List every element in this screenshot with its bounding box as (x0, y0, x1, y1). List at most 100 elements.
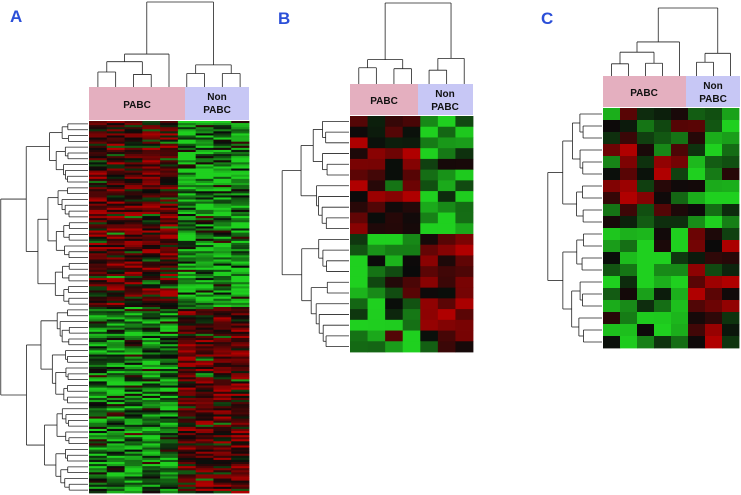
heatmap-cell (350, 298, 368, 310)
heatmap-cell (177, 211, 197, 215)
heatmap-cell (722, 144, 740, 157)
heatmap-cell (213, 317, 232, 320)
heatmap-cell (231, 193, 250, 196)
heatmap-cell (160, 156, 179, 159)
heatmap-cell (142, 296, 161, 300)
heatmap-cell (671, 276, 689, 289)
heatmap-cell (620, 312, 638, 325)
heatmap-cell (160, 480, 179, 484)
heatmap-cell (177, 325, 197, 329)
heatmap-cell (124, 350, 143, 353)
heatmap-cell (213, 152, 232, 155)
heatmap-cell (671, 168, 689, 181)
heatmap-cell (106, 197, 125, 200)
heatmap-cell (213, 230, 232, 233)
heatmap-cell (106, 249, 125, 252)
heatmap-cell (213, 228, 232, 231)
heatmap-cell (89, 350, 108, 353)
heatmap-cell (142, 408, 161, 411)
heatmap-cell (106, 152, 125, 155)
heatmap-cell (106, 466, 125, 469)
heatmap-cell (177, 437, 197, 440)
heatmap-cell (142, 439, 161, 442)
heatmap-cell (89, 174, 108, 178)
heatmap-cell (195, 311, 214, 314)
heatmap-cell (89, 464, 108, 467)
heatmap-cell (160, 154, 179, 157)
heatmap-cell (231, 282, 250, 285)
heatmap-cell (213, 385, 232, 388)
heatmap-cell (195, 294, 214, 298)
heatmap-cell (160, 346, 179, 349)
heatmap-cell (177, 298, 197, 302)
heatmap-cell (142, 123, 161, 126)
heatmap-cell (231, 195, 250, 198)
heatmap-cell (231, 358, 250, 362)
heatmap-cell (106, 255, 125, 258)
heatmap-cell (89, 387, 108, 391)
heatmap-cell (124, 240, 143, 244)
heatmap-cell (195, 428, 214, 432)
heatmap-cell (688, 288, 706, 301)
heatmap-cell (142, 178, 161, 182)
heatmap-cell (124, 402, 143, 405)
heatmap-cell (213, 439, 232, 442)
heatmap-cell (142, 422, 161, 426)
heatmap-cell (705, 228, 723, 241)
heatmap-cell (213, 302, 232, 306)
heatmap-cell (213, 292, 232, 295)
heatmap-cell (231, 476, 250, 479)
heatmap-cell (89, 426, 108, 430)
heatmap-cell (142, 121, 161, 124)
heatmap-cell (213, 321, 232, 324)
heatmap-cell (213, 172, 232, 176)
heatmap-cell (142, 133, 161, 136)
heatmap-cell (142, 170, 161, 174)
heatmap-cell (89, 313, 108, 316)
heatmap-cell (213, 424, 232, 428)
heatmap-cell (142, 451, 161, 455)
heatmap-cell (89, 488, 108, 492)
heatmap-cell (455, 116, 474, 128)
heatmap-cell (195, 234, 214, 238)
heatmap-cell (160, 125, 179, 128)
heatmap-cell (142, 385, 161, 388)
heatmap-cell (89, 222, 108, 225)
heatmap-cell (177, 224, 197, 227)
heatmap-cell (654, 192, 672, 205)
heatmap-cell (402, 137, 421, 149)
heatmap-cell (106, 348, 125, 351)
heatmap-cell (213, 313, 232, 316)
heatmap-cell (106, 160, 125, 163)
heatmap-cell (160, 271, 179, 275)
heatmap-cell (160, 406, 179, 409)
heatmap-cell (106, 462, 125, 465)
heatmap-cell (160, 203, 179, 207)
heatmap-cell (195, 123, 214, 126)
heatmap-cell (177, 288, 197, 291)
heatmap-cell (385, 212, 404, 224)
heatmap-cell (350, 137, 368, 149)
heatmap-cell (89, 234, 108, 238)
heatmap-cell (142, 265, 161, 269)
heatmap-cell (231, 154, 250, 157)
heatmap-cell (106, 443, 125, 446)
heatmap-cell (177, 133, 197, 136)
heatmap-cell (195, 170, 214, 174)
heatmap-cell (195, 400, 214, 403)
heatmap-cell (89, 209, 108, 213)
panel-c-row-dendrogram (547, 113, 602, 343)
heatmap-cell (160, 162, 179, 165)
heatmap-cell (142, 453, 161, 457)
heatmap-cell (177, 129, 197, 132)
heatmap-cell (124, 408, 143, 411)
heatmap-cell (106, 296, 125, 300)
heatmap-cell (195, 381, 214, 384)
heatmap-cell (106, 240, 125, 244)
heatmap-cell (106, 468, 125, 471)
heatmap-cell (177, 180, 197, 184)
heatmap-cell (160, 459, 179, 463)
heatmap-cell (160, 387, 179, 391)
heatmap-cell (89, 480, 108, 484)
heatmap-cell (231, 304, 250, 308)
